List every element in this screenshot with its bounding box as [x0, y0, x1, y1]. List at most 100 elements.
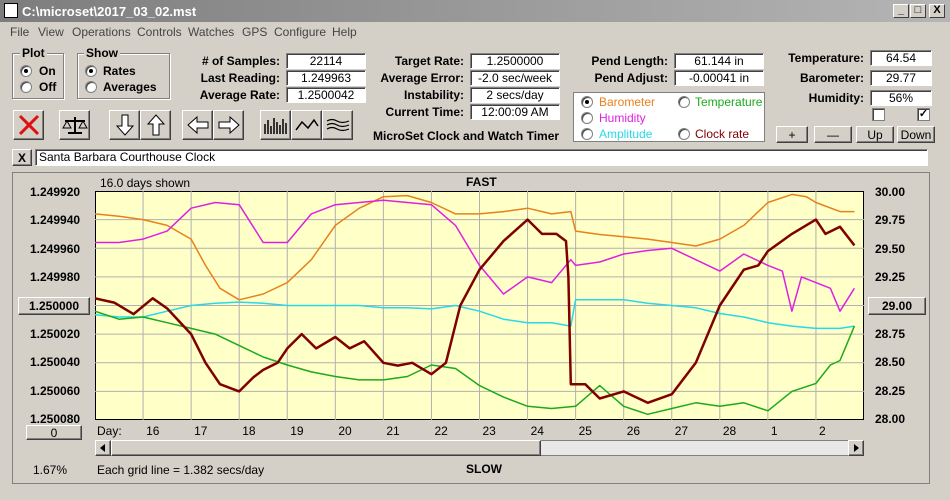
plot-off-radio[interactable]: [20, 81, 32, 93]
show-rates-radio[interactable]: [85, 65, 97, 77]
app-name-label: MicroSet Clock and Watch Timer: [373, 129, 560, 143]
left-tick: 1.250020: [30, 327, 81, 341]
minimize-button[interactable]: _: [893, 4, 909, 18]
left-tick: 1.250080: [30, 412, 81, 426]
arrow-up-button[interactable]: [140, 110, 171, 140]
x-icon: [18, 114, 39, 136]
line-graph-icon: [294, 118, 319, 131]
chart-panel: [12, 172, 930, 484]
x-tick-label: 26: [626, 424, 641, 438]
right-tick: 29.50: [875, 242, 906, 256]
x-tick-label: 24: [530, 424, 544, 438]
arrow-up-icon: [146, 114, 165, 136]
amplitude-radio[interactable]: [581, 128, 593, 140]
left-tick: 1.249980: [30, 270, 81, 284]
target-rate-label: Target Rate:: [394, 54, 464, 68]
scroll-left-button[interactable]: [95, 440, 111, 456]
right-checkbox[interactable]: ✓: [917, 108, 930, 121]
balance-button[interactable]: [59, 110, 90, 140]
plot-on-radio[interactable]: [20, 65, 32, 77]
show-averages-label: Averages: [103, 80, 157, 94]
multi-line-button[interactable]: [322, 110, 353, 140]
x-tick-label: 23: [482, 424, 496, 438]
menu-view[interactable]: View: [38, 25, 64, 39]
menu-bar: File View Operations Controls Watches GP…: [0, 22, 950, 42]
x-tick-label: 1: [770, 424, 778, 438]
grid-note-label: Each grid line = 1.382 secs/day: [97, 463, 265, 477]
x-tick-label: 21: [386, 424, 400, 438]
clock-name-close-button[interactable]: X: [12, 149, 32, 166]
arrow-down-button[interactable]: [109, 110, 140, 140]
menu-gps[interactable]: GPS: [242, 25, 268, 39]
menu-operations[interactable]: Operations: [72, 25, 131, 39]
scroll-thumb[interactable]: [111, 440, 541, 456]
menu-file[interactable]: File: [10, 25, 30, 39]
chart-title-fast: FAST: [466, 175, 497, 189]
triangle-right-icon: [854, 444, 859, 452]
humidity-value: 56%: [870, 90, 932, 106]
pend-adjust-label: Pend Adjust:: [594, 71, 668, 85]
barometer-label: Barometer:: [799, 71, 864, 85]
menu-controls[interactable]: Controls: [137, 25, 182, 39]
minus-button[interactable]: —: [814, 126, 852, 143]
histogram-button[interactable]: [260, 110, 291, 140]
series-line-temperature: [95, 310, 856, 416]
series-line-barometer: [95, 193, 855, 301]
humidity-radio[interactable]: [581, 112, 593, 124]
plot-group-title: Plot: [20, 46, 47, 60]
x-tick-label: 25: [578, 424, 592, 438]
humidity-option[interactable]: Humidity: [599, 111, 646, 125]
temperature-option[interactable]: Temperature: [695, 95, 763, 109]
days-shown-label: 16.0 days shown: [100, 176, 191, 190]
pend-length-label: Pend Length:: [591, 54, 668, 68]
x-tick-label: 19: [290, 424, 304, 438]
clock-rate-option[interactable]: Clock rate: [695, 127, 750, 141]
down-button[interactable]: Down: [897, 126, 935, 143]
show-averages-radio[interactable]: [85, 81, 97, 93]
arrow-left-button[interactable]: [182, 110, 213, 140]
x-tick-label: 20: [338, 424, 352, 438]
x-tick-label: 22: [434, 424, 448, 438]
series-line-humidity: [95, 199, 856, 312]
arrow-right-icon: [218, 115, 240, 135]
close-button[interactable]: X: [929, 4, 945, 18]
last-reading-value: 1.249963: [286, 70, 366, 86]
line-graph-button[interactable]: [291, 110, 322, 140]
amplitude-option[interactable]: Amplitude: [599, 127, 653, 141]
left-tick-selected[interactable]: 1.250000: [18, 297, 90, 315]
temperature-radio[interactable]: [678, 96, 690, 108]
last-reading-label: Last Reading:: [200, 71, 280, 85]
up-button[interactable]: Up: [856, 126, 894, 143]
x-tick-label: 17: [194, 424, 208, 438]
right-tick: 30.00: [875, 185, 906, 199]
arrow-down-icon: [115, 114, 134, 136]
show-group-title: Show: [84, 46, 120, 60]
scroll-right-button[interactable]: [848, 440, 864, 456]
target-rate-value[interactable]: 1.2500000: [470, 53, 560, 69]
instability-value: 2 secs/day: [470, 87, 560, 103]
scale-icon: [61, 117, 88, 134]
x-tick-label: 2: [818, 424, 826, 438]
x-tick-label: 16: [146, 424, 160, 438]
stop-button[interactable]: [13, 110, 44, 140]
clock-rate-radio[interactable]: [678, 128, 690, 140]
plus-button[interactable]: +: [776, 126, 808, 143]
app-icon: [4, 3, 18, 18]
barometer-radio[interactable]: [581, 96, 593, 108]
menu-configure[interactable]: Configure: [274, 25, 327, 39]
menu-watches[interactable]: Watches: [188, 25, 235, 39]
right-tick-selected[interactable]: 29.00: [868, 297, 926, 315]
x-tick-label: 28: [722, 424, 737, 438]
left-checkbox[interactable]: [872, 108, 885, 121]
maximize-button[interactable]: □: [910, 4, 926, 18]
clock-name-input[interactable]: Santa Barbara Courthouse Clock: [35, 149, 928, 166]
pend-adjust-value: -0.00041 in: [674, 70, 764, 86]
current-time-label: Current Time:: [385, 105, 464, 119]
barometer-option[interactable]: Barometer: [599, 95, 656, 109]
chart-title-slow: SLOW: [466, 462, 502, 476]
arrow-right-button[interactable]: [213, 110, 244, 140]
instability-label: Instability:: [403, 88, 464, 102]
plot-area[interactable]: [95, 191, 864, 420]
menu-help[interactable]: Help: [332, 25, 357, 39]
left-bottom-button[interactable]: 0: [26, 425, 82, 440]
